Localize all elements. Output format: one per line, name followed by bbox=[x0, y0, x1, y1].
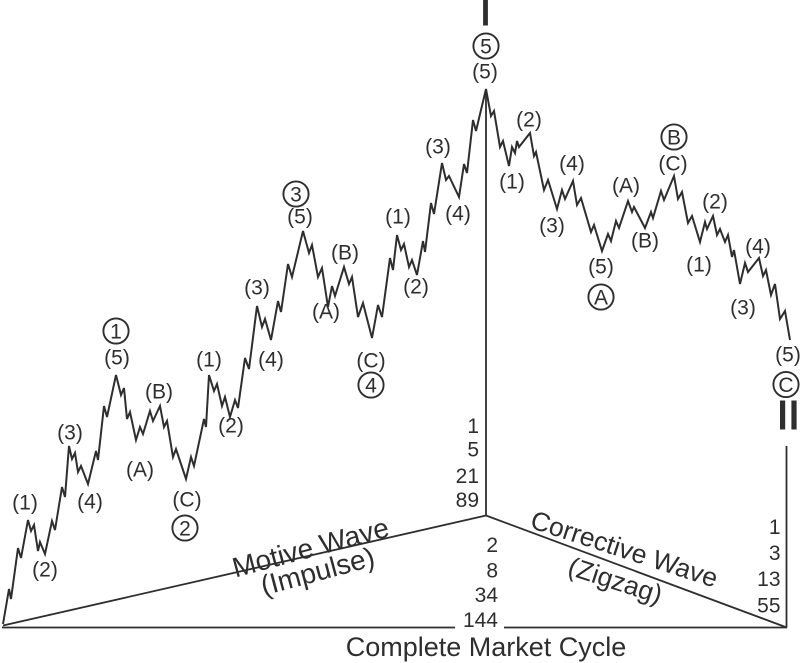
svg-text:21: 21 bbox=[456, 465, 479, 488]
svg-text:5: 5 bbox=[480, 36, 492, 59]
svg-text:2: 2 bbox=[486, 534, 498, 557]
svg-text:13: 13 bbox=[757, 568, 780, 591]
svg-text:(5): (5) bbox=[472, 61, 498, 84]
svg-text:(2): (2) bbox=[32, 559, 58, 582]
svg-text:1: 1 bbox=[110, 321, 122, 344]
svg-text:3: 3 bbox=[290, 184, 302, 207]
svg-text:(4): (4) bbox=[745, 236, 771, 259]
svg-text:(1): (1) bbox=[12, 492, 38, 515]
svg-text:(C): (C) bbox=[172, 489, 201, 512]
svg-text:(3): (3) bbox=[57, 422, 83, 445]
svg-text:2: 2 bbox=[179, 518, 191, 541]
svg-text:144: 144 bbox=[463, 609, 498, 632]
svg-text:(A): (A) bbox=[312, 301, 340, 324]
svg-text:(1): (1) bbox=[686, 254, 712, 277]
svg-text:(5): (5) bbox=[287, 206, 313, 229]
svg-text:A: A bbox=[594, 287, 608, 310]
svg-text:C: C bbox=[778, 374, 793, 397]
svg-text:1: 1 bbox=[467, 415, 479, 438]
svg-text:34: 34 bbox=[475, 584, 499, 607]
svg-text:(3): (3) bbox=[539, 215, 565, 238]
svg-text:Complete Market Cycle: Complete Market Cycle bbox=[346, 632, 627, 662]
svg-text:1: 1 bbox=[769, 516, 781, 539]
svg-text:(4): (4) bbox=[559, 153, 585, 176]
svg-text:(B): (B) bbox=[631, 230, 659, 253]
svg-text:(2): (2) bbox=[403, 276, 429, 299]
svg-text:(5): (5) bbox=[775, 344, 800, 367]
svg-text:(1): (1) bbox=[196, 349, 222, 372]
svg-text:89: 89 bbox=[456, 489, 479, 512]
svg-text:55: 55 bbox=[757, 594, 780, 617]
svg-text:(4): (4) bbox=[258, 349, 284, 372]
svg-text:(3): (3) bbox=[730, 297, 756, 320]
svg-text:(1): (1) bbox=[385, 206, 411, 229]
svg-text:5: 5 bbox=[467, 439, 479, 462]
svg-text:(1): (1) bbox=[499, 171, 525, 194]
svg-text:(C): (C) bbox=[356, 350, 385, 373]
svg-text:4: 4 bbox=[365, 375, 377, 398]
svg-text:(B): (B) bbox=[331, 242, 359, 265]
svg-text:(4): (4) bbox=[445, 203, 471, 226]
svg-text:(2): (2) bbox=[516, 109, 542, 132]
svg-text:8: 8 bbox=[486, 559, 498, 582]
svg-text:(3): (3) bbox=[425, 136, 451, 159]
svg-text:(4): (4) bbox=[77, 491, 103, 514]
svg-text:(A): (A) bbox=[612, 175, 640, 198]
svg-text:(2): (2) bbox=[218, 415, 244, 438]
svg-text:(2): (2) bbox=[702, 191, 728, 214]
svg-text:(5): (5) bbox=[104, 347, 130, 370]
svg-text:(5): (5) bbox=[588, 256, 614, 279]
svg-text:B: B bbox=[667, 127, 681, 150]
svg-text:(B): (B) bbox=[145, 381, 173, 404]
svg-text:3: 3 bbox=[769, 542, 781, 565]
svg-text:(3): (3) bbox=[244, 277, 270, 300]
svg-text:(A): (A) bbox=[126, 459, 154, 482]
svg-text:(C): (C) bbox=[658, 153, 687, 176]
